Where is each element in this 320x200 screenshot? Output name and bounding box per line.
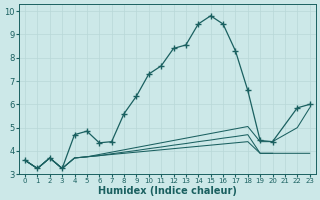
X-axis label: Humidex (Indice chaleur): Humidex (Indice chaleur): [98, 186, 237, 196]
